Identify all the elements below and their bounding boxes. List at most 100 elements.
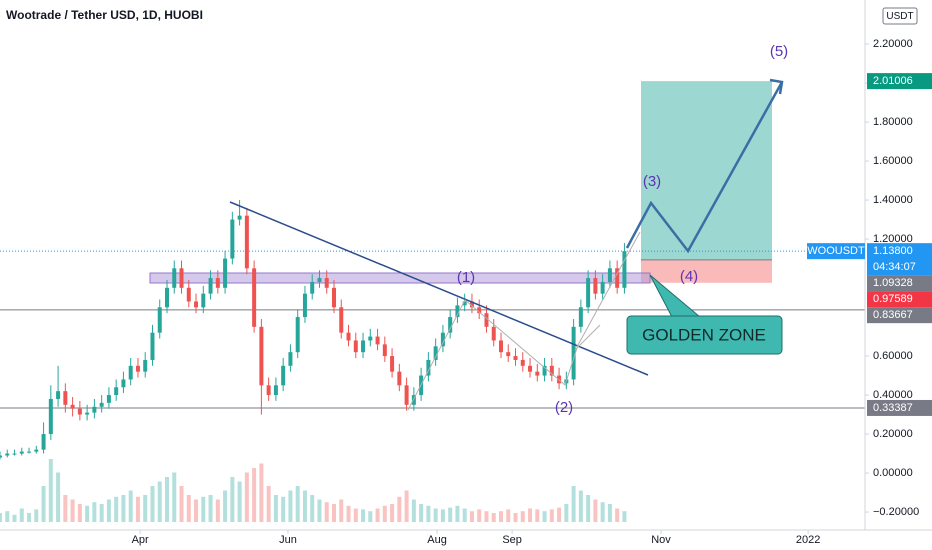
price-label-box — [867, 291, 932, 308]
volume-bar — [535, 509, 540, 522]
candle-body — [411, 395, 416, 405]
volume-bar — [172, 472, 177, 522]
wave-label: (3) — [643, 173, 661, 190]
volume-bar — [346, 505, 351, 522]
price-label: 1.09328 — [873, 277, 913, 289]
volume-bar — [404, 490, 409, 522]
candle-body — [622, 251, 627, 288]
candle-body — [5, 453, 10, 456]
price-label: 0.97589 — [873, 293, 913, 305]
candle-body — [172, 268, 177, 288]
wave-guide — [407, 231, 641, 411]
volume-bar — [208, 495, 213, 522]
candle-body — [92, 406, 97, 413]
candle-body — [0, 455, 2, 458]
volume-bar — [252, 468, 257, 522]
wave-label: (5) — [770, 43, 788, 60]
candle-body — [361, 340, 366, 353]
price-label: 0.33387 — [873, 402, 913, 414]
wave-label: (4) — [680, 268, 698, 285]
price-label-box — [867, 399, 932, 416]
candle-body — [448, 317, 453, 333]
volume-bar — [48, 459, 53, 522]
price-label-box — [867, 275, 932, 292]
volume-bar — [295, 486, 300, 522]
volume-bar — [85, 505, 90, 522]
volume-bar — [484, 511, 489, 522]
candle-body — [397, 371, 402, 386]
stop-zone — [641, 259, 772, 283]
candle-body — [506, 352, 511, 357]
candle-body — [77, 408, 82, 415]
candle-body — [302, 293, 307, 318]
y-tick-label: 0.60000 — [873, 350, 913, 362]
volume-bar — [288, 490, 293, 522]
y-tick-label: 0.40000 — [873, 389, 913, 401]
candle-body — [179, 268, 184, 288]
candle-body — [346, 332, 351, 341]
volume-bar — [411, 499, 416, 522]
volume-bar — [586, 495, 591, 522]
volume-bar — [491, 513, 496, 522]
currency-box[interactable] — [882, 7, 918, 25]
price-label: 1.13800 — [873, 245, 913, 257]
candle-body — [339, 307, 344, 333]
candle-body — [477, 307, 482, 314]
candle-body — [41, 434, 46, 450]
candle-body — [281, 365, 286, 386]
volume-bar — [571, 486, 576, 522]
zones — [641, 81, 772, 283]
volume-bar — [600, 502, 605, 522]
price-labels: 2.01006 1.13800 04:34:07 WOOUSDT 1.09328 0.97… — [807, 73, 932, 416]
volume-bar — [186, 495, 191, 522]
volume-bar — [273, 495, 278, 522]
volume-bar — [114, 496, 119, 522]
x-tick-label: Jun — [279, 534, 297, 546]
symbol-box — [807, 243, 865, 260]
volume-bar — [281, 496, 286, 522]
volume-bar — [426, 505, 431, 522]
candle-body — [368, 336, 373, 341]
candle-body — [549, 365, 554, 376]
candle-body — [128, 365, 133, 380]
volume-bar — [12, 514, 17, 522]
volume-bar — [19, 508, 24, 522]
callout-text: GOLDEN ZONE — [642, 325, 766, 344]
volume-bar — [41, 486, 46, 522]
candle-body — [615, 268, 620, 288]
candle-body — [331, 287, 336, 308]
volume-bar — [593, 499, 598, 522]
candle-body — [455, 305, 460, 318]
volume-bar — [244, 472, 249, 522]
candle-body — [201, 293, 206, 308]
volume-bar — [549, 509, 554, 522]
candle-body — [484, 313, 489, 327]
volume-bar — [150, 486, 155, 522]
price-label-box — [867, 243, 932, 276]
volume-bar — [469, 511, 474, 522]
candle-body — [186, 287, 191, 302]
candle-body — [288, 352, 293, 366]
candle-body — [513, 356, 518, 360]
volume-bar — [615, 508, 620, 522]
candle-body — [375, 336, 380, 345]
volume-bar — [70, 499, 75, 522]
x-tick-label: Apr — [132, 534, 149, 546]
volume-bar — [433, 508, 438, 522]
candle-body — [266, 385, 271, 396]
volume-bar — [99, 504, 104, 522]
volume-bar — [382, 505, 387, 522]
volume-bar — [215, 499, 220, 522]
volume-bar — [390, 504, 395, 522]
y-tick-label: 1.40000 — [873, 194, 913, 206]
candle-body — [135, 365, 140, 372]
candle-body — [244, 215, 249, 269]
candle-body — [600, 281, 605, 294]
volume-bar — [0, 513, 2, 522]
volume-bar — [368, 511, 373, 522]
x-tick-label: Nov — [651, 534, 671, 546]
volume-bar — [607, 504, 612, 522]
volume-bar — [201, 496, 206, 522]
volume-bar — [128, 490, 133, 522]
